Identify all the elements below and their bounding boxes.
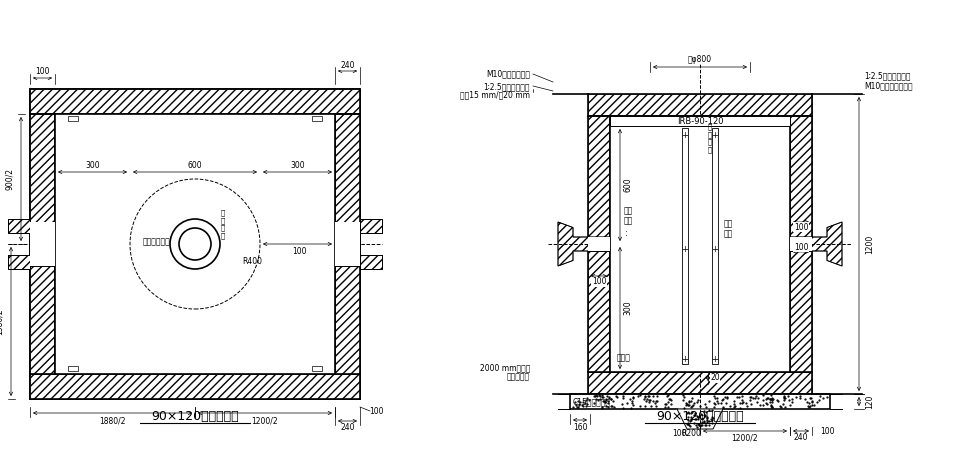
Text: 2000 mm加钢筋: 2000 mm加钢筋	[480, 364, 530, 372]
Polygon shape	[790, 222, 842, 266]
Bar	[790, 237, 812, 251]
Text: 1∶2.5水泥砂浆抹面: 1∶2.5水泥砂浆抹面	[484, 83, 530, 92]
Text: 90×120手孔断面图: 90×120手孔断面图	[656, 410, 744, 424]
Text: R400: R400	[242, 257, 262, 266]
Polygon shape	[8, 255, 30, 269]
Text: IRB-90-120: IRB-90-120	[677, 117, 724, 125]
Text: 穿钉
位置: 穿钉 位置	[623, 206, 633, 226]
Text: 混凝土基础: 混凝土基础	[507, 372, 530, 381]
Bar	[790, 116, 812, 372]
Polygon shape	[360, 219, 382, 233]
Text: 160: 160	[573, 423, 587, 431]
Text: 300: 300	[85, 161, 99, 169]
Bar	[335, 114, 360, 374]
Bar	[588, 116, 610, 372]
Text: 100: 100	[592, 277, 606, 286]
Polygon shape	[8, 219, 30, 233]
Text: 300: 300	[623, 301, 633, 316]
Text: 手
孔
中
线: 手 孔 中 线	[707, 123, 712, 153]
Text: 电缆
支架: 电缆 支架	[724, 219, 732, 239]
Bar	[610, 116, 790, 126]
Bar	[68, 116, 78, 121]
Polygon shape	[360, 255, 382, 269]
Polygon shape	[558, 222, 610, 266]
Text: 1200/2: 1200/2	[251, 416, 278, 425]
Bar	[588, 372, 812, 394]
Bar	[712, 128, 718, 364]
Text: 90×120手孔平面图: 90×120手孔平面图	[151, 410, 239, 424]
Text: 手
孔
中
线: 手 孔 中 线	[221, 209, 225, 239]
Bar	[335, 222, 360, 266]
Bar	[588, 94, 812, 116]
Bar	[30, 89, 360, 114]
Text: 100: 100	[793, 242, 808, 252]
Bar	[30, 374, 360, 399]
Bar	[610, 116, 790, 372]
Bar	[588, 372, 812, 394]
Text: 1200: 1200	[865, 234, 875, 254]
Text: 900/2: 900/2	[6, 168, 14, 190]
Bar	[312, 366, 322, 371]
Text: 120: 120	[865, 395, 875, 409]
Bar	[588, 94, 812, 116]
Text: 1880/2: 1880/2	[99, 416, 126, 425]
Text: 100: 100	[672, 429, 686, 439]
Text: 厚内15 mm/外20 mm: 厚内15 mm/外20 mm	[460, 90, 530, 99]
Text: :: :	[624, 230, 627, 238]
Bar	[312, 116, 322, 121]
Text: +: +	[682, 132, 688, 140]
Text: 1580/2: 1580/2	[0, 308, 4, 335]
Text: 240: 240	[340, 60, 355, 69]
Text: 600: 600	[623, 178, 633, 192]
Bar	[30, 374, 360, 399]
Bar	[30, 114, 55, 374]
Text: +: +	[711, 132, 719, 140]
Text: C15混凝土基础: C15混凝土基础	[573, 397, 611, 406]
Text: 240: 240	[340, 424, 355, 433]
Text: 100: 100	[369, 406, 383, 415]
Bar	[30, 89, 360, 399]
Text: 100: 100	[293, 247, 307, 257]
Text: +: +	[682, 245, 688, 253]
Text: 1200/2: 1200/2	[731, 434, 758, 443]
Polygon shape	[677, 409, 723, 429]
Bar	[68, 366, 78, 371]
Text: 300: 300	[291, 161, 305, 169]
Text: +: +	[711, 355, 719, 365]
Bar	[30, 222, 55, 266]
Text: +: +	[711, 245, 719, 253]
Text: 20: 20	[710, 374, 720, 383]
Bar	[588, 237, 610, 251]
Text: 洞φ800: 洞φ800	[688, 54, 712, 64]
Bar	[682, 128, 688, 364]
Text: 手孔管道中线: 手孔管道中线	[143, 237, 171, 247]
Bar	[30, 89, 360, 114]
Text: 100: 100	[35, 68, 50, 77]
Bar	[30, 114, 55, 374]
Bar	[790, 116, 812, 372]
Text: +: +	[682, 355, 688, 365]
Bar	[335, 114, 360, 374]
Text: M10水泥砂浆填层: M10水泥砂浆填层	[486, 69, 530, 79]
Text: R200: R200	[681, 429, 701, 439]
Text: 600: 600	[187, 161, 203, 169]
Bar	[55, 114, 335, 374]
Text: 1∶2.5水泥砂浆抹缝: 1∶2.5水泥砂浆抹缝	[864, 71, 910, 80]
Bar	[588, 116, 610, 372]
Text: 拉力环: 拉力环	[617, 354, 631, 362]
Text: 240: 240	[793, 434, 808, 443]
Text: M10水泥砂浆砖砌体: M10水泥砂浆砖砌体	[864, 82, 913, 90]
Bar	[570, 394, 830, 409]
Text: 100: 100	[820, 426, 835, 435]
Text: 100: 100	[793, 222, 808, 232]
